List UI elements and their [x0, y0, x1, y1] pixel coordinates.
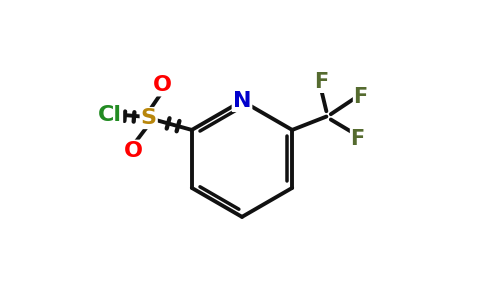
- Text: S: S: [141, 108, 157, 128]
- Text: F: F: [353, 87, 368, 107]
- Text: Cl: Cl: [98, 105, 122, 125]
- Text: F: F: [350, 129, 365, 149]
- Text: N: N: [233, 91, 251, 111]
- Text: O: O: [152, 75, 172, 95]
- Text: F: F: [314, 72, 328, 92]
- Text: O: O: [124, 141, 143, 161]
